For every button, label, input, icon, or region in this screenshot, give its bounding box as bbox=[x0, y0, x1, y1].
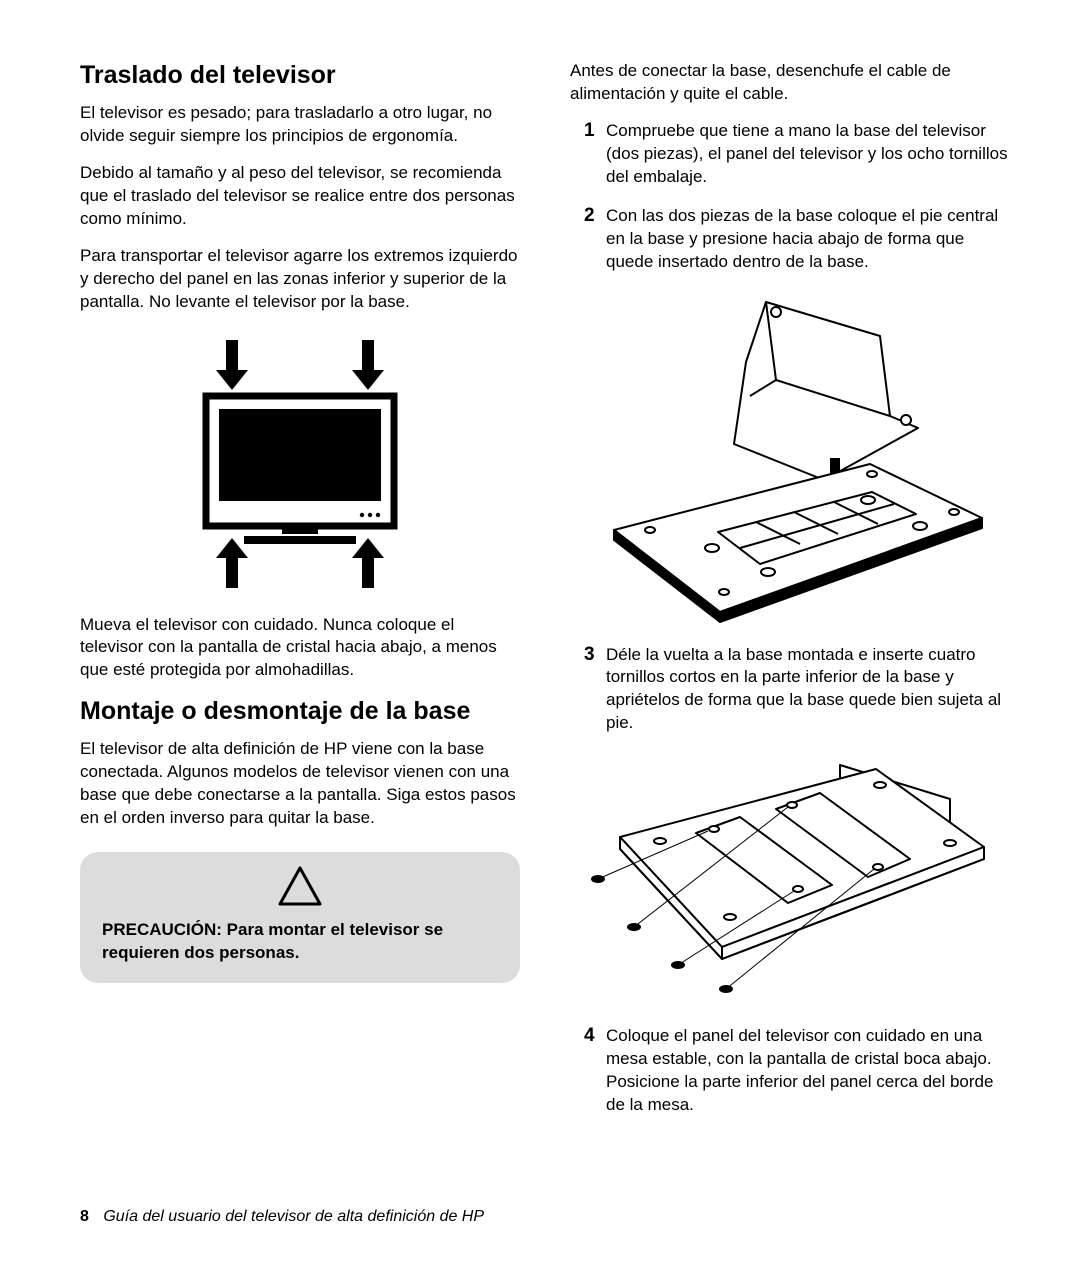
step-item: 4 Coloque el panel del televisor con cui… bbox=[584, 1025, 1010, 1117]
step-text: Coloque el panel del televisor con cuida… bbox=[606, 1025, 1010, 1117]
steps-list: 3 Déle la vuelta a la base montada e ins… bbox=[570, 644, 1010, 736]
two-column-layout: Traslado del televisor El televisor es p… bbox=[80, 60, 1010, 1133]
caution-triangle-icon bbox=[102, 866, 498, 913]
tv-carry-diagram bbox=[80, 336, 520, 596]
caution-text: PRECAUCIÓN: Para montar el televisor se … bbox=[102, 919, 498, 965]
steps-list: 4 Coloque el panel del televisor con cui… bbox=[570, 1025, 1010, 1117]
page-footer: 8 Guía del usuario del televisor de alta… bbox=[80, 1206, 484, 1228]
paragraph: Mueva el televisor con cuidado. Nunca co… bbox=[80, 614, 520, 683]
step-item: 3 Déle la vuelta a la base montada e ins… bbox=[584, 644, 1010, 736]
steps-list: 1 Compruebe que tiene a mano la base del… bbox=[570, 120, 1010, 274]
step-item: 2 Con las dos piezas de la base coloque … bbox=[584, 205, 1010, 274]
step-number: 3 bbox=[584, 644, 606, 736]
heading-traslado: Traslado del televisor bbox=[80, 60, 520, 90]
step-text: Compruebe que tiene a mano la base del t… bbox=[606, 120, 1010, 189]
step-number: 4 bbox=[584, 1025, 606, 1117]
paragraph: Para transportar el televisor agarre los… bbox=[80, 245, 520, 314]
heading-montaje: Montaje o desmontaje de la base bbox=[80, 696, 520, 726]
paragraph: Debido al tamaño y al peso del televisor… bbox=[80, 162, 520, 231]
step-text: Déle la vuelta a la base montada e inser… bbox=[606, 644, 1010, 736]
paragraph: Antes de conectar la base, desenchufe el… bbox=[570, 60, 1010, 106]
right-column: Antes de conectar la base, desenchufe el… bbox=[570, 60, 1010, 1133]
page-number: 8 bbox=[80, 1208, 89, 1225]
paragraph: El televisor de alta definición de HP vi… bbox=[80, 738, 520, 830]
base-assembly-diagram bbox=[570, 296, 1010, 626]
step-text: Con las dos piezas de la base coloque el… bbox=[606, 205, 1010, 274]
caution-box: PRECAUCIÓN: Para montar el televisor se … bbox=[80, 852, 520, 983]
base-screws-diagram bbox=[570, 757, 1010, 1007]
left-column: Traslado del televisor El televisor es p… bbox=[80, 60, 520, 1133]
step-number: 2 bbox=[584, 205, 606, 274]
footer-title: Guía del usuario del televisor de alta d… bbox=[103, 1208, 484, 1225]
step-item: 1 Compruebe que tiene a mano la base del… bbox=[584, 120, 1010, 189]
paragraph: El televisor es pesado; para trasladarlo… bbox=[80, 102, 520, 148]
step-number: 1 bbox=[584, 120, 606, 189]
